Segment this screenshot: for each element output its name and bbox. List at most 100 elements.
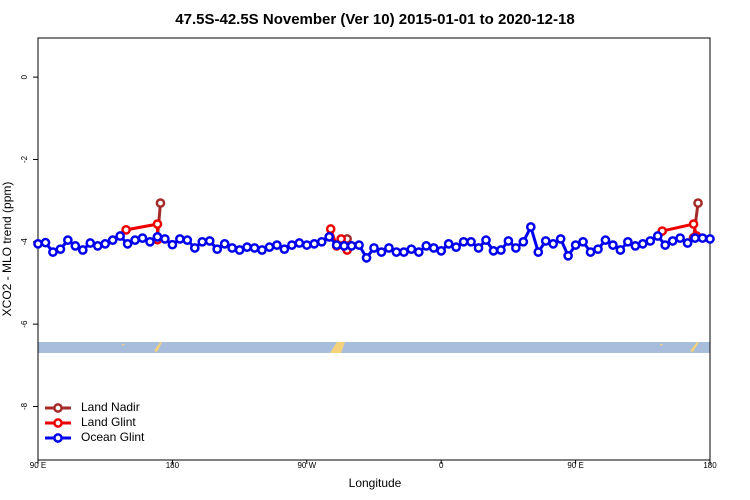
data-point (204, 236, 215, 246)
data-point (189, 243, 200, 253)
data-point (428, 243, 439, 253)
data-point (473, 243, 484, 253)
y-tick-label: 0 (20, 74, 29, 79)
legend-label: Land Glint (81, 415, 136, 429)
data-point (121, 225, 131, 235)
data-point (257, 245, 267, 255)
legend-label: Ocean Glint (81, 430, 145, 444)
data-point (107, 235, 118, 245)
data-point (511, 243, 521, 253)
data-point (152, 219, 163, 229)
data-point (645, 236, 656, 246)
data-point (548, 239, 559, 249)
data-point (301, 240, 312, 250)
data-point (130, 235, 140, 245)
data-point (272, 240, 282, 250)
data-point (436, 246, 447, 256)
data-point (413, 247, 424, 257)
data-point (451, 242, 461, 252)
data-point (77, 245, 88, 255)
data-point (399, 247, 409, 257)
data-point (384, 243, 394, 253)
legend-label: Land Nadir (81, 400, 140, 414)
data-point (152, 232, 163, 242)
data-point (369, 243, 379, 253)
data-point (421, 241, 432, 251)
data-point (55, 244, 66, 255)
x-tick-label: 0 (439, 461, 444, 470)
data-point (63, 235, 73, 245)
data-point (160, 234, 170, 244)
data-point (503, 236, 514, 246)
data-point (518, 236, 529, 247)
land-markers (122, 342, 699, 353)
legend-marker (53, 403, 63, 413)
data-point (264, 242, 275, 252)
data-point (212, 244, 223, 255)
chart-title: 47.5S-42.5S November (Ver 10) 2015-01-01… (175, 11, 574, 28)
y-tick-label: -8 (20, 402, 29, 410)
data-point (197, 236, 208, 247)
data-point (688, 219, 699, 229)
data-point (325, 224, 336, 234)
data-point (570, 240, 581, 250)
data-point (705, 234, 715, 244)
data-point (376, 247, 387, 257)
data-point (294, 238, 305, 248)
data-point (175, 234, 185, 244)
data-point (115, 231, 125, 241)
data-point (682, 238, 693, 248)
data-point (406, 244, 417, 255)
x-tick-label: 90 E (567, 461, 583, 470)
x-tick-label: 90 E (30, 461, 46, 470)
data-point (660, 240, 671, 250)
y-axis-label: XCO2 - MLO trend (ppm) (0, 182, 14, 317)
y-tick-label: -2 (20, 155, 29, 163)
data-point (690, 233, 700, 243)
data-point (324, 232, 335, 242)
data-point (525, 222, 536, 232)
data-point (488, 246, 499, 256)
data-point (667, 236, 678, 246)
data-point (496, 245, 506, 255)
legend-marker (53, 433, 63, 443)
data-point (242, 242, 252, 252)
data-point (615, 245, 626, 255)
data-point (309, 239, 320, 249)
data-point (652, 231, 663, 241)
plot-frame (37, 37, 711, 461)
data-point (443, 239, 454, 249)
data-point (693, 198, 703, 208)
data-point (466, 236, 476, 247)
data-point (623, 236, 633, 247)
data-point (533, 247, 544, 257)
data-point (122, 239, 133, 249)
data-point (630, 241, 641, 251)
data-point (40, 237, 51, 248)
y-tick-label: -6 (20, 320, 29, 328)
data-point (346, 241, 357, 251)
data-point (458, 236, 469, 247)
x-tick-label: 90 W (297, 461, 316, 470)
data-point (33, 239, 43, 249)
data-point (555, 234, 566, 244)
legend-marker (53, 418, 63, 428)
data-point (608, 240, 618, 250)
data-point (100, 239, 111, 249)
data-point (249, 243, 260, 253)
surface-strip (38, 342, 710, 353)
data-point (600, 235, 611, 245)
data-point (316, 236, 327, 247)
data-point (697, 233, 708, 243)
data-point (563, 250, 573, 261)
x-axis-label: Longitude (349, 476, 402, 490)
data-point (167, 239, 178, 250)
data-point (145, 236, 155, 247)
data-point (219, 239, 230, 249)
y-tick-label: -4 (20, 238, 29, 246)
data-point (637, 239, 648, 249)
x-tick-label: 180 (166, 461, 180, 470)
data-point (540, 236, 551, 246)
